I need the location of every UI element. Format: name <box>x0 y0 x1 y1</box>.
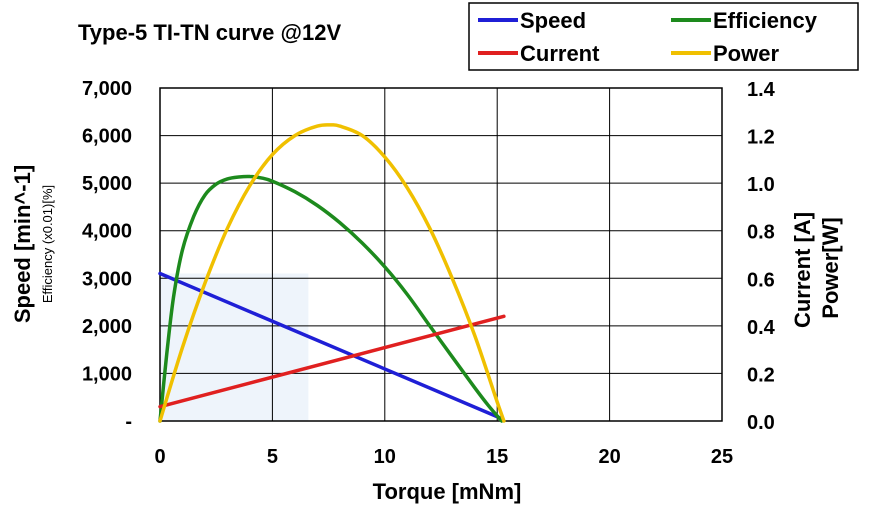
right-y-tick-label: 0.2 <box>747 364 775 386</box>
left-axis-label: Speed [min^-1] <box>10 165 35 323</box>
x-tick-label: 10 <box>374 446 396 468</box>
left-axis-sublabel: Efficiency (x0.01)[%] <box>40 185 55 303</box>
right-y-tick-label: 0.4 <box>747 317 776 339</box>
x-tick-label: 15 <box>486 446 508 468</box>
left-y-tick-label: 6,000 <box>82 126 132 148</box>
operating-region-shading <box>160 273 309 421</box>
grid-lines <box>159 87 723 422</box>
x-tick-label: 20 <box>598 446 620 468</box>
x-tick-label: 5 <box>267 446 278 468</box>
legend-label-speed: Speed <box>520 8 586 33</box>
legend-label-power: Power <box>713 41 779 66</box>
chart-title: Type-5 TI-TN curve @12V <box>78 20 341 45</box>
right-y-tick-label: 1.0 <box>747 174 775 196</box>
x-axis-label: Torque [mNm] <box>373 479 522 504</box>
right-y-tick-label: 1.4 <box>747 79 776 101</box>
series-line-power <box>158 123 506 423</box>
series-line-speed <box>158 271 504 421</box>
left-y-tick-label: - <box>125 411 132 433</box>
plot-border <box>159 87 723 422</box>
right-axis-ticks: 0.0 0.2 0.4 0.6 0.8 1.0 1.2 1.4 <box>747 79 776 434</box>
right-axis-label-power: Power[W] <box>818 217 843 318</box>
legend-label-efficiency: Efficiency <box>713 8 818 33</box>
legend: Speed Efficiency Current Power <box>468 2 859 71</box>
left-axis-ticks: - 1,000 2,000 3,000 4,000 5,000 6,000 7,000 <box>82 78 132 433</box>
left-y-tick-label: 2,000 <box>82 316 132 338</box>
series-layer <box>158 123 506 423</box>
left-y-tick-label: 1,000 <box>82 363 132 385</box>
right-y-tick-label: 1.2 <box>747 127 775 149</box>
x-tick-label: 0 <box>154 446 165 468</box>
right-y-tick-label: 0.0 <box>747 412 775 434</box>
left-y-tick-label: 4,000 <box>82 221 132 243</box>
series-line-current <box>158 314 506 409</box>
right-axis-label-current: Current [A] <box>790 212 815 328</box>
left-y-tick-label: 3,000 <box>82 268 132 290</box>
plot-area <box>160 88 722 421</box>
x-axis-ticks: 0 5 10 15 20 25 <box>154 446 733 468</box>
legend-box <box>468 2 859 71</box>
x-tick-label: 25 <box>711 446 733 468</box>
legend-label-current: Current <box>520 41 600 66</box>
right-y-tick-label: 0.6 <box>747 269 775 291</box>
left-y-tick-label: 7,000 <box>82 78 132 100</box>
right-y-tick-label: 0.8 <box>747 222 775 244</box>
left-y-tick-label: 5,000 <box>82 173 132 195</box>
